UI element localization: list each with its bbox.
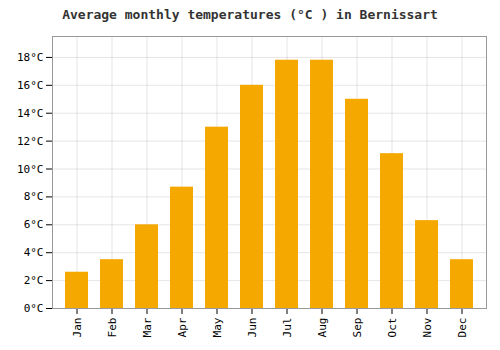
svg-text:Apr: Apr [176,317,189,337]
svg-text:Jan: Jan [71,318,84,338]
svg-text:Aug: Aug [316,318,329,338]
svg-text:Nov: Nov [421,317,434,337]
svg-text:Feb: Feb [106,318,119,338]
svg-text:18°C: 18°C [17,51,44,64]
svg-text:Mar: Mar [141,317,154,337]
svg-text:0°C: 0°C [24,302,44,315]
svg-text:4°C: 4°C [24,246,44,259]
svg-text:14°C: 14°C [17,107,44,120]
svg-text:Sep: Sep [351,318,364,338]
html-text:Average monthly temperatures (: Average monthly temperatures (°C ) in Be… [62,7,438,22]
svg-text:2°C: 2°C [24,274,44,287]
svg-text:Oct: Oct [386,318,399,338]
svg-text:12°C: 12°C [17,135,44,148]
svg-text:10°C: 10°C [17,163,44,176]
svg-text:Jul: Jul [281,318,294,338]
svg-text:Jun: Jun [246,318,259,338]
svg-text:Dec: Dec [456,318,469,338]
svg-text:8°C: 8°C [24,190,44,203]
svg-text:16°C: 16°C [17,79,44,92]
svg-text:May: May [211,317,224,337]
svg-text:6°C: 6°C [24,218,44,231]
